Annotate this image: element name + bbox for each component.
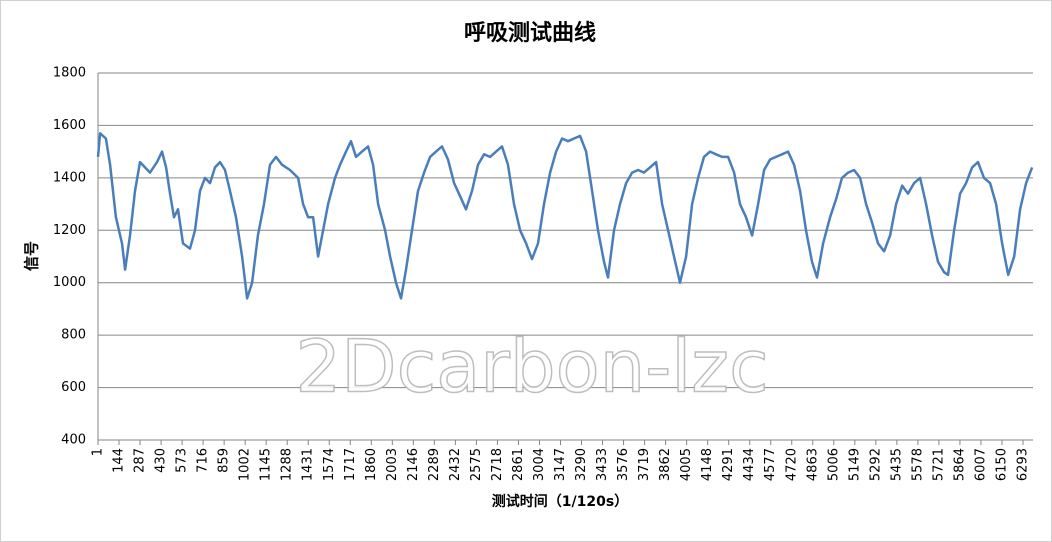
watermark: 2Dcarbon-lzc xyxy=(295,325,768,409)
x-tick-label: 3147 xyxy=(553,448,568,481)
x-tick-label: 1717 xyxy=(343,448,358,481)
y-tick-label: 1800 xyxy=(53,66,86,81)
x-tick-label: 5435 xyxy=(889,448,904,481)
x-tick-label: 2575 xyxy=(469,448,484,481)
x-tick-label: 3862 xyxy=(658,448,673,481)
x-tick-label: 1574 xyxy=(322,448,337,481)
x-tick-label: 4434 xyxy=(742,448,757,481)
x-tick-label: 144 xyxy=(112,448,127,473)
chart-title: 呼吸测试曲线 xyxy=(464,20,596,46)
x-tick-label: 5292 xyxy=(868,448,883,481)
y-tick-label: 1400 xyxy=(53,170,86,185)
x-tick-label: 2146 xyxy=(406,448,421,481)
x-tick-label: 859 xyxy=(217,448,232,473)
x-tick-label: 6150 xyxy=(994,448,1009,481)
x-tick-label: 430 xyxy=(154,448,169,473)
x-tick-label: 3290 xyxy=(574,448,589,481)
x-tick-label: 1431 xyxy=(301,448,316,481)
x-tick-label: 3576 xyxy=(616,448,631,481)
x-tick-label: 1002 xyxy=(238,448,253,481)
x-tick-label: 5864 xyxy=(952,448,967,481)
x-tick-label: 2003 xyxy=(385,448,400,481)
x-tick-label: 4863 xyxy=(805,448,820,481)
x-tick-label: 5149 xyxy=(847,448,862,481)
y-tick-label: 1000 xyxy=(53,275,86,290)
x-tick-label: 4720 xyxy=(784,448,799,481)
x-tick-label: 573 xyxy=(175,448,190,473)
y-tick-label: 1200 xyxy=(53,223,86,238)
x-tick-label: 716 xyxy=(196,448,211,473)
y-axis-label: 信号 xyxy=(23,241,41,271)
x-tick-label: 6293 xyxy=(1016,448,1031,481)
y-tick-label: 600 xyxy=(61,380,86,395)
y-tick-label: 400 xyxy=(61,433,86,448)
y-tick-label: 800 xyxy=(61,328,86,343)
x-tick-label: 4291 xyxy=(721,448,736,481)
x-tick-label: 3719 xyxy=(637,448,652,481)
x-tick-label: 6007 xyxy=(973,448,988,481)
x-tick-label: 2861 xyxy=(511,448,526,481)
x-tick-label: 1145 xyxy=(259,448,274,481)
data-line xyxy=(96,132,1034,300)
x-tick-label: 4577 xyxy=(763,448,778,481)
x-tick-label: 5006 xyxy=(826,448,841,481)
x-tick-label: 4005 xyxy=(679,448,694,481)
x-tick-label: 5578 xyxy=(910,448,925,481)
x-tick-label: 2718 xyxy=(490,448,505,481)
x-tick-label: 5721 xyxy=(931,448,946,481)
x-tick-label: 2432 xyxy=(448,448,463,481)
x-tick-label: 1 xyxy=(91,448,106,456)
x-tick-label: 3433 xyxy=(595,448,610,481)
x-axis-label: 测试时间（1/120s） xyxy=(492,493,628,510)
x-tick-label: 4148 xyxy=(700,448,715,481)
y-tick-label: 1600 xyxy=(53,118,86,133)
x-tick-label: 287 xyxy=(133,448,148,473)
x-tick-label: 1860 xyxy=(364,448,379,481)
x-tick-label: 1288 xyxy=(280,448,295,481)
x-tick-label: 2289 xyxy=(427,448,442,481)
x-tick-label: 3004 xyxy=(532,448,547,481)
